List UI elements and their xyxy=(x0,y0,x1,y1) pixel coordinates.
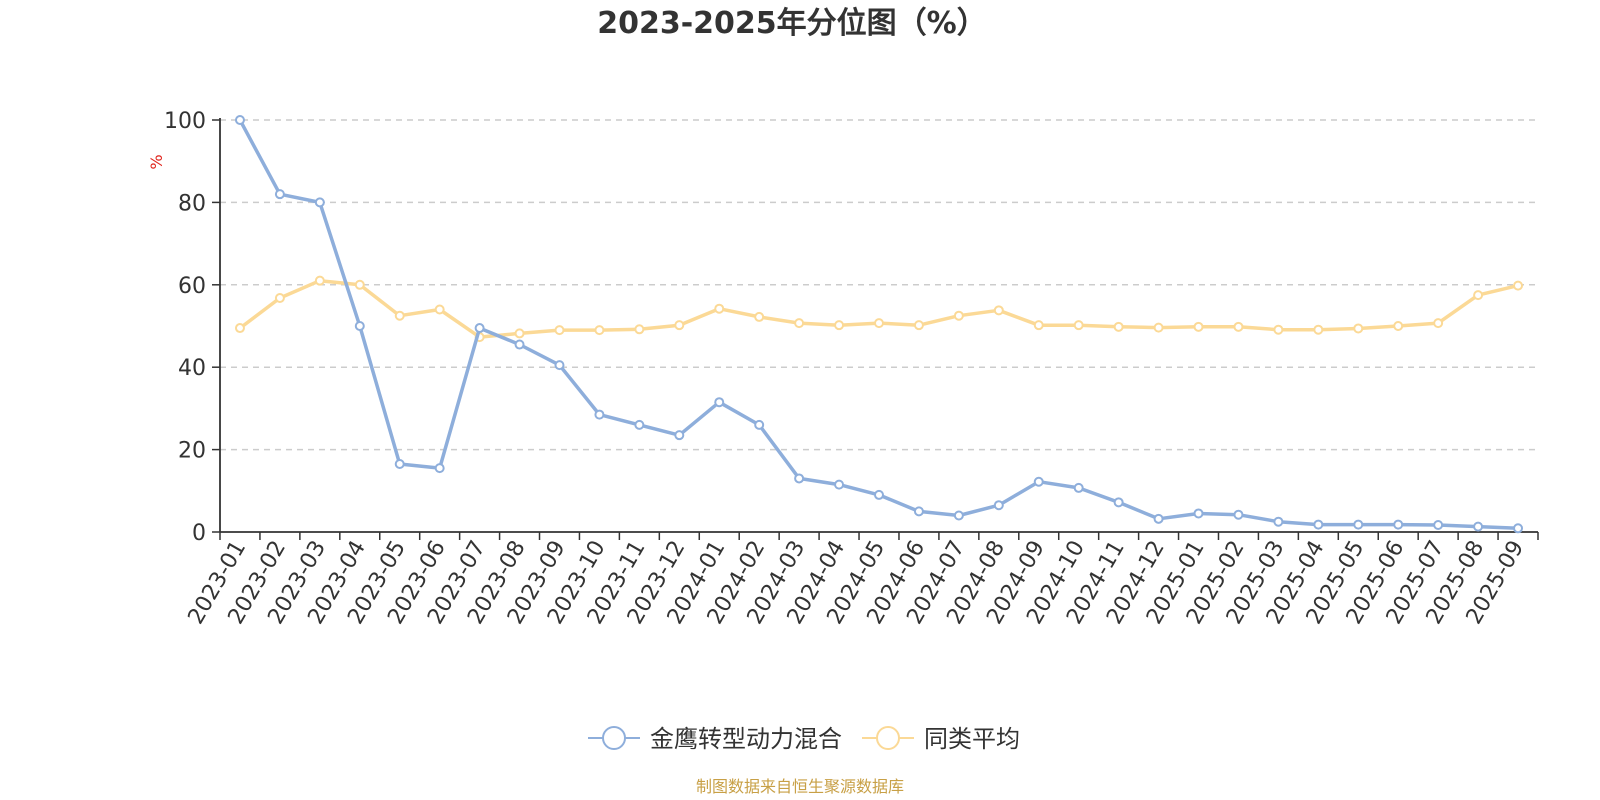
data-point-0-26 xyxy=(1273,516,1284,527)
data-point-0-0 xyxy=(234,115,245,125)
y-tick-labels: 0 20 40 60 80 100 xyxy=(164,109,206,546)
data-point-1-27 xyxy=(1313,324,1324,335)
data-point-0-32 xyxy=(1513,523,1524,534)
data-point-0-12 xyxy=(714,397,725,408)
data-point-1-18 xyxy=(953,310,964,321)
data-point-0-14 xyxy=(794,473,805,484)
data-point-0-22 xyxy=(1113,497,1124,508)
data-point-0-4 xyxy=(394,459,405,470)
data-point-0-11 xyxy=(674,430,685,441)
data-point-0-19 xyxy=(993,500,1004,511)
data-point-1-0 xyxy=(234,323,245,334)
data-point-1-8 xyxy=(554,325,565,336)
data-point-1-29 xyxy=(1393,321,1404,331)
data-point-0-23 xyxy=(1153,513,1164,524)
data-point-1-16 xyxy=(874,318,884,329)
data-point-1-28 xyxy=(1353,323,1364,334)
data-point-1-22 xyxy=(1113,321,1124,332)
data-point-1-2 xyxy=(314,275,325,286)
data-point-1-3 xyxy=(354,279,365,290)
legend-marker-0 xyxy=(602,726,626,750)
data-point-0-15 xyxy=(834,479,845,490)
data-point-1-19 xyxy=(993,305,1004,316)
data-point-0-28 xyxy=(1353,519,1364,530)
x-tick-labels: 2023-012023-022023-032023-042023-052023-… xyxy=(184,532,1539,629)
data-point-1-7 xyxy=(514,328,525,339)
data-point-1-13 xyxy=(754,311,765,322)
data-point-0-3 xyxy=(354,321,365,331)
data-point-0-13 xyxy=(754,419,765,430)
y-tick-label-40: 40 xyxy=(178,356,206,381)
data-point-1-11 xyxy=(674,320,685,331)
chart-title: 2023-2025年分位图（%） xyxy=(597,6,987,41)
legend[interactable]: 金鹰转型动力混合 同类平均 xyxy=(588,725,1020,753)
data-point-1-17 xyxy=(913,320,924,331)
series-line-1 xyxy=(238,278,1519,339)
data-point-1-21 xyxy=(1073,320,1084,331)
y-tick-label-60: 60 xyxy=(178,274,206,299)
data-point-0-8 xyxy=(554,360,565,371)
data-point-1-12 xyxy=(714,303,725,314)
data-point-1-14 xyxy=(794,318,805,329)
data-point-0-27 xyxy=(1313,519,1324,530)
legend-label-1: 同类平均 xyxy=(924,725,1020,753)
data-point-0-16 xyxy=(874,489,884,500)
data-point-1-15 xyxy=(834,320,845,331)
data-point-0-30 xyxy=(1433,519,1444,530)
data-point-0-6 xyxy=(474,323,485,334)
data-point-1-4 xyxy=(394,310,405,321)
data-point-0-21 xyxy=(1073,482,1084,493)
data-point-1-31 xyxy=(1473,290,1484,301)
data-point-0-1 xyxy=(274,189,285,200)
data-point-1-24 xyxy=(1193,321,1204,332)
data-point-1-5 xyxy=(434,304,445,315)
data-point-1-30 xyxy=(1433,318,1444,329)
axes xyxy=(219,118,1538,533)
y-tick-label-20: 20 xyxy=(178,439,206,464)
data-point-0-25 xyxy=(1233,509,1244,520)
data-point-1-23 xyxy=(1153,322,1164,333)
data-point-0-7 xyxy=(514,339,525,350)
data-point-1-25 xyxy=(1233,321,1244,332)
data-point-1-26 xyxy=(1273,324,1284,335)
source-note: 制图数据来自恒生聚源数据库 xyxy=(696,777,904,796)
data-point-0-24 xyxy=(1193,508,1204,519)
data-point-1-10 xyxy=(634,324,645,335)
data-point-0-20 xyxy=(1033,476,1044,487)
data-point-0-5 xyxy=(434,463,445,474)
legend-marker-1 xyxy=(876,726,900,750)
data-point-0-9 xyxy=(594,409,605,420)
series-group xyxy=(234,115,1524,534)
grid-lines xyxy=(212,119,1538,533)
data-point-0-10 xyxy=(634,419,645,430)
data-point-0-31 xyxy=(1473,521,1484,532)
data-point-0-17 xyxy=(913,506,924,517)
y-tick-label-100: 100 xyxy=(164,109,206,134)
data-point-1-1 xyxy=(274,292,285,303)
y-tick-label-80: 80 xyxy=(178,191,206,216)
data-point-1-20 xyxy=(1033,320,1044,331)
data-point-1-9 xyxy=(594,325,605,336)
data-point-0-2 xyxy=(314,197,325,208)
data-point-0-18 xyxy=(953,510,964,521)
data-point-0-29 xyxy=(1393,519,1404,530)
y-axis-label: % xyxy=(147,154,166,169)
legend-label-0: 金鹰转型动力混合 xyxy=(650,725,842,753)
data-point-1-32 xyxy=(1513,280,1524,291)
y-tick-label-0: 0 xyxy=(192,521,206,546)
